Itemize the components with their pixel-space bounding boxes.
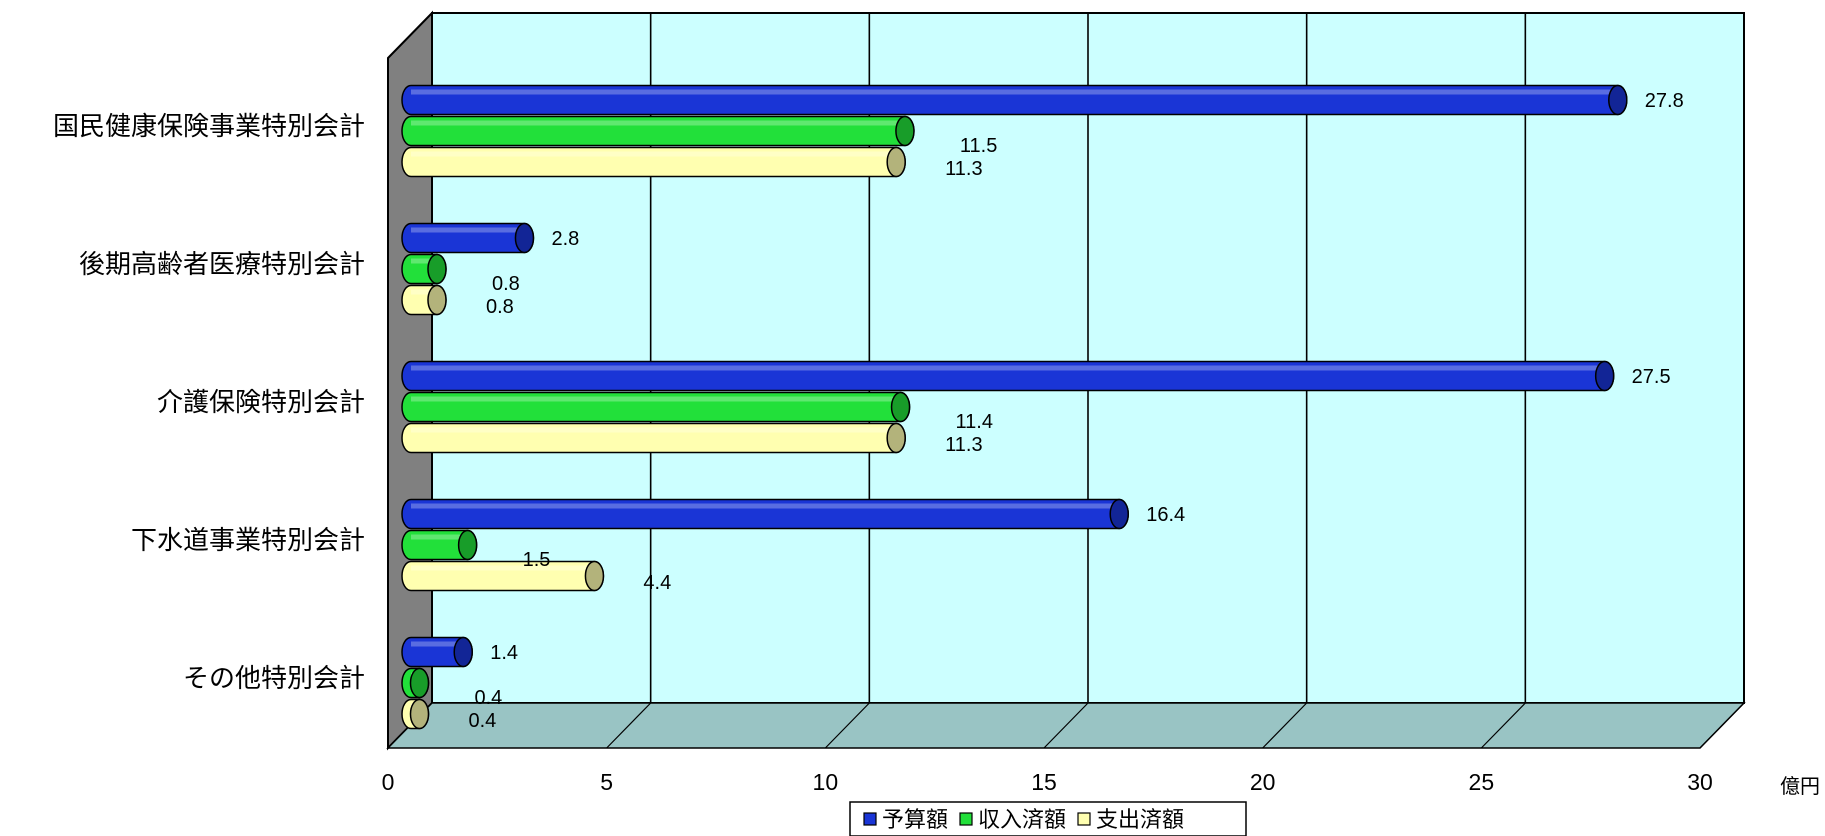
data-label: 16.4 [1146,504,1185,526]
bar-highlight [411,396,901,402]
data-label: 2.8 [551,228,579,250]
bar-highlight [411,120,905,126]
data-label: 11.4 [956,411,993,433]
data-label: 0.8 [492,273,520,295]
bar-highlight [411,227,525,233]
category-label: 介護保険特別会計 [157,388,365,418]
bar-highlight [411,258,437,264]
gridline-floor [824,702,870,749]
x-tick-label: 25 [1469,769,1495,795]
x-tick-label: 5 [600,769,613,795]
category-label: 国民健康保険事業特別会計 [53,112,365,142]
x-tick-label: 20 [1250,769,1276,795]
gridline-floor [606,702,652,749]
data-label: 1.4 [490,642,518,664]
legend-label: 支出済額 [1096,808,1184,833]
x-tick-label: 10 [813,769,839,795]
bar-end-cap [514,222,535,254]
bar-end-cap [1608,84,1628,116]
data-label: 0.4 [468,710,496,732]
data-label: 11.3 [945,434,982,456]
category-label: その他特別会計 [183,664,365,694]
bar-end-cap [427,253,447,285]
data-label: 27.8 [1645,90,1684,112]
legend-label: 予算額 [882,808,948,833]
x-tick-label: 30 [1687,769,1713,795]
bar-highlight [411,427,897,433]
bar-highlight [411,289,437,295]
bar-end-cap [409,698,430,730]
data-label: 0.8 [486,296,514,318]
bar-highlight [411,151,897,157]
legend-box [849,801,1247,836]
legend-swatch [959,812,973,826]
bar-end-cap [584,560,605,592]
bar-highlight [411,641,464,647]
legend-swatch [1077,812,1091,826]
bar-end-cap [409,667,430,699]
bar-highlight [411,565,595,571]
bar-end-cap [1109,498,1129,530]
data-label: 27.5 [1632,366,1671,388]
x-axis-ticks: 0 5 10 15 20 25 30 億円 [382,769,1820,798]
bar-end-cap [886,422,906,454]
bar-end-cap [886,146,906,178]
category-label: 下水道事業特別会計 [131,526,365,556]
x-tick-label: 15 [1031,769,1057,795]
bar-end-cap [427,284,447,316]
bar-highlight [411,89,1618,95]
legend-label: 収入済額 [978,808,1066,833]
category-label: 後期高齢者医療特別会計 [79,250,365,280]
data-label: 11.3 [945,158,982,180]
bar-highlight [411,503,1120,509]
bar-end-cap [1594,360,1615,392]
gridline-floor [1699,702,1745,749]
x-tick-label: 0 [382,769,395,795]
data-labels: 27.811.511.32.80.80.827.511.411.316.41.5… [468,90,1683,732]
data-label: 4.4 [643,572,671,594]
bar-end-cap [895,115,915,147]
bars [401,84,1628,730]
bar-end-cap [453,636,473,668]
gridline-floor [1043,702,1089,749]
x-unit-label: 億円 [1780,774,1820,798]
legend-swatch [863,812,877,826]
bar-end-cap [890,391,911,423]
bar-end-cap [457,529,478,561]
data-label: 11.5 [960,135,997,157]
category-labels: 国民健康保険事業特別会計後期高齢者医療特別会計介護保険特別会計下水道事業特別会計… [53,112,365,694]
data-label: 0.4 [474,687,502,709]
bar-highlight [411,534,468,540]
gridline-floor [1480,702,1526,749]
legend: 予算額 収入済額 支出済額 [849,801,1247,836]
data-label: 1.5 [523,549,551,571]
bar-highlight [411,365,1605,371]
gridline-floor [1262,702,1308,749]
